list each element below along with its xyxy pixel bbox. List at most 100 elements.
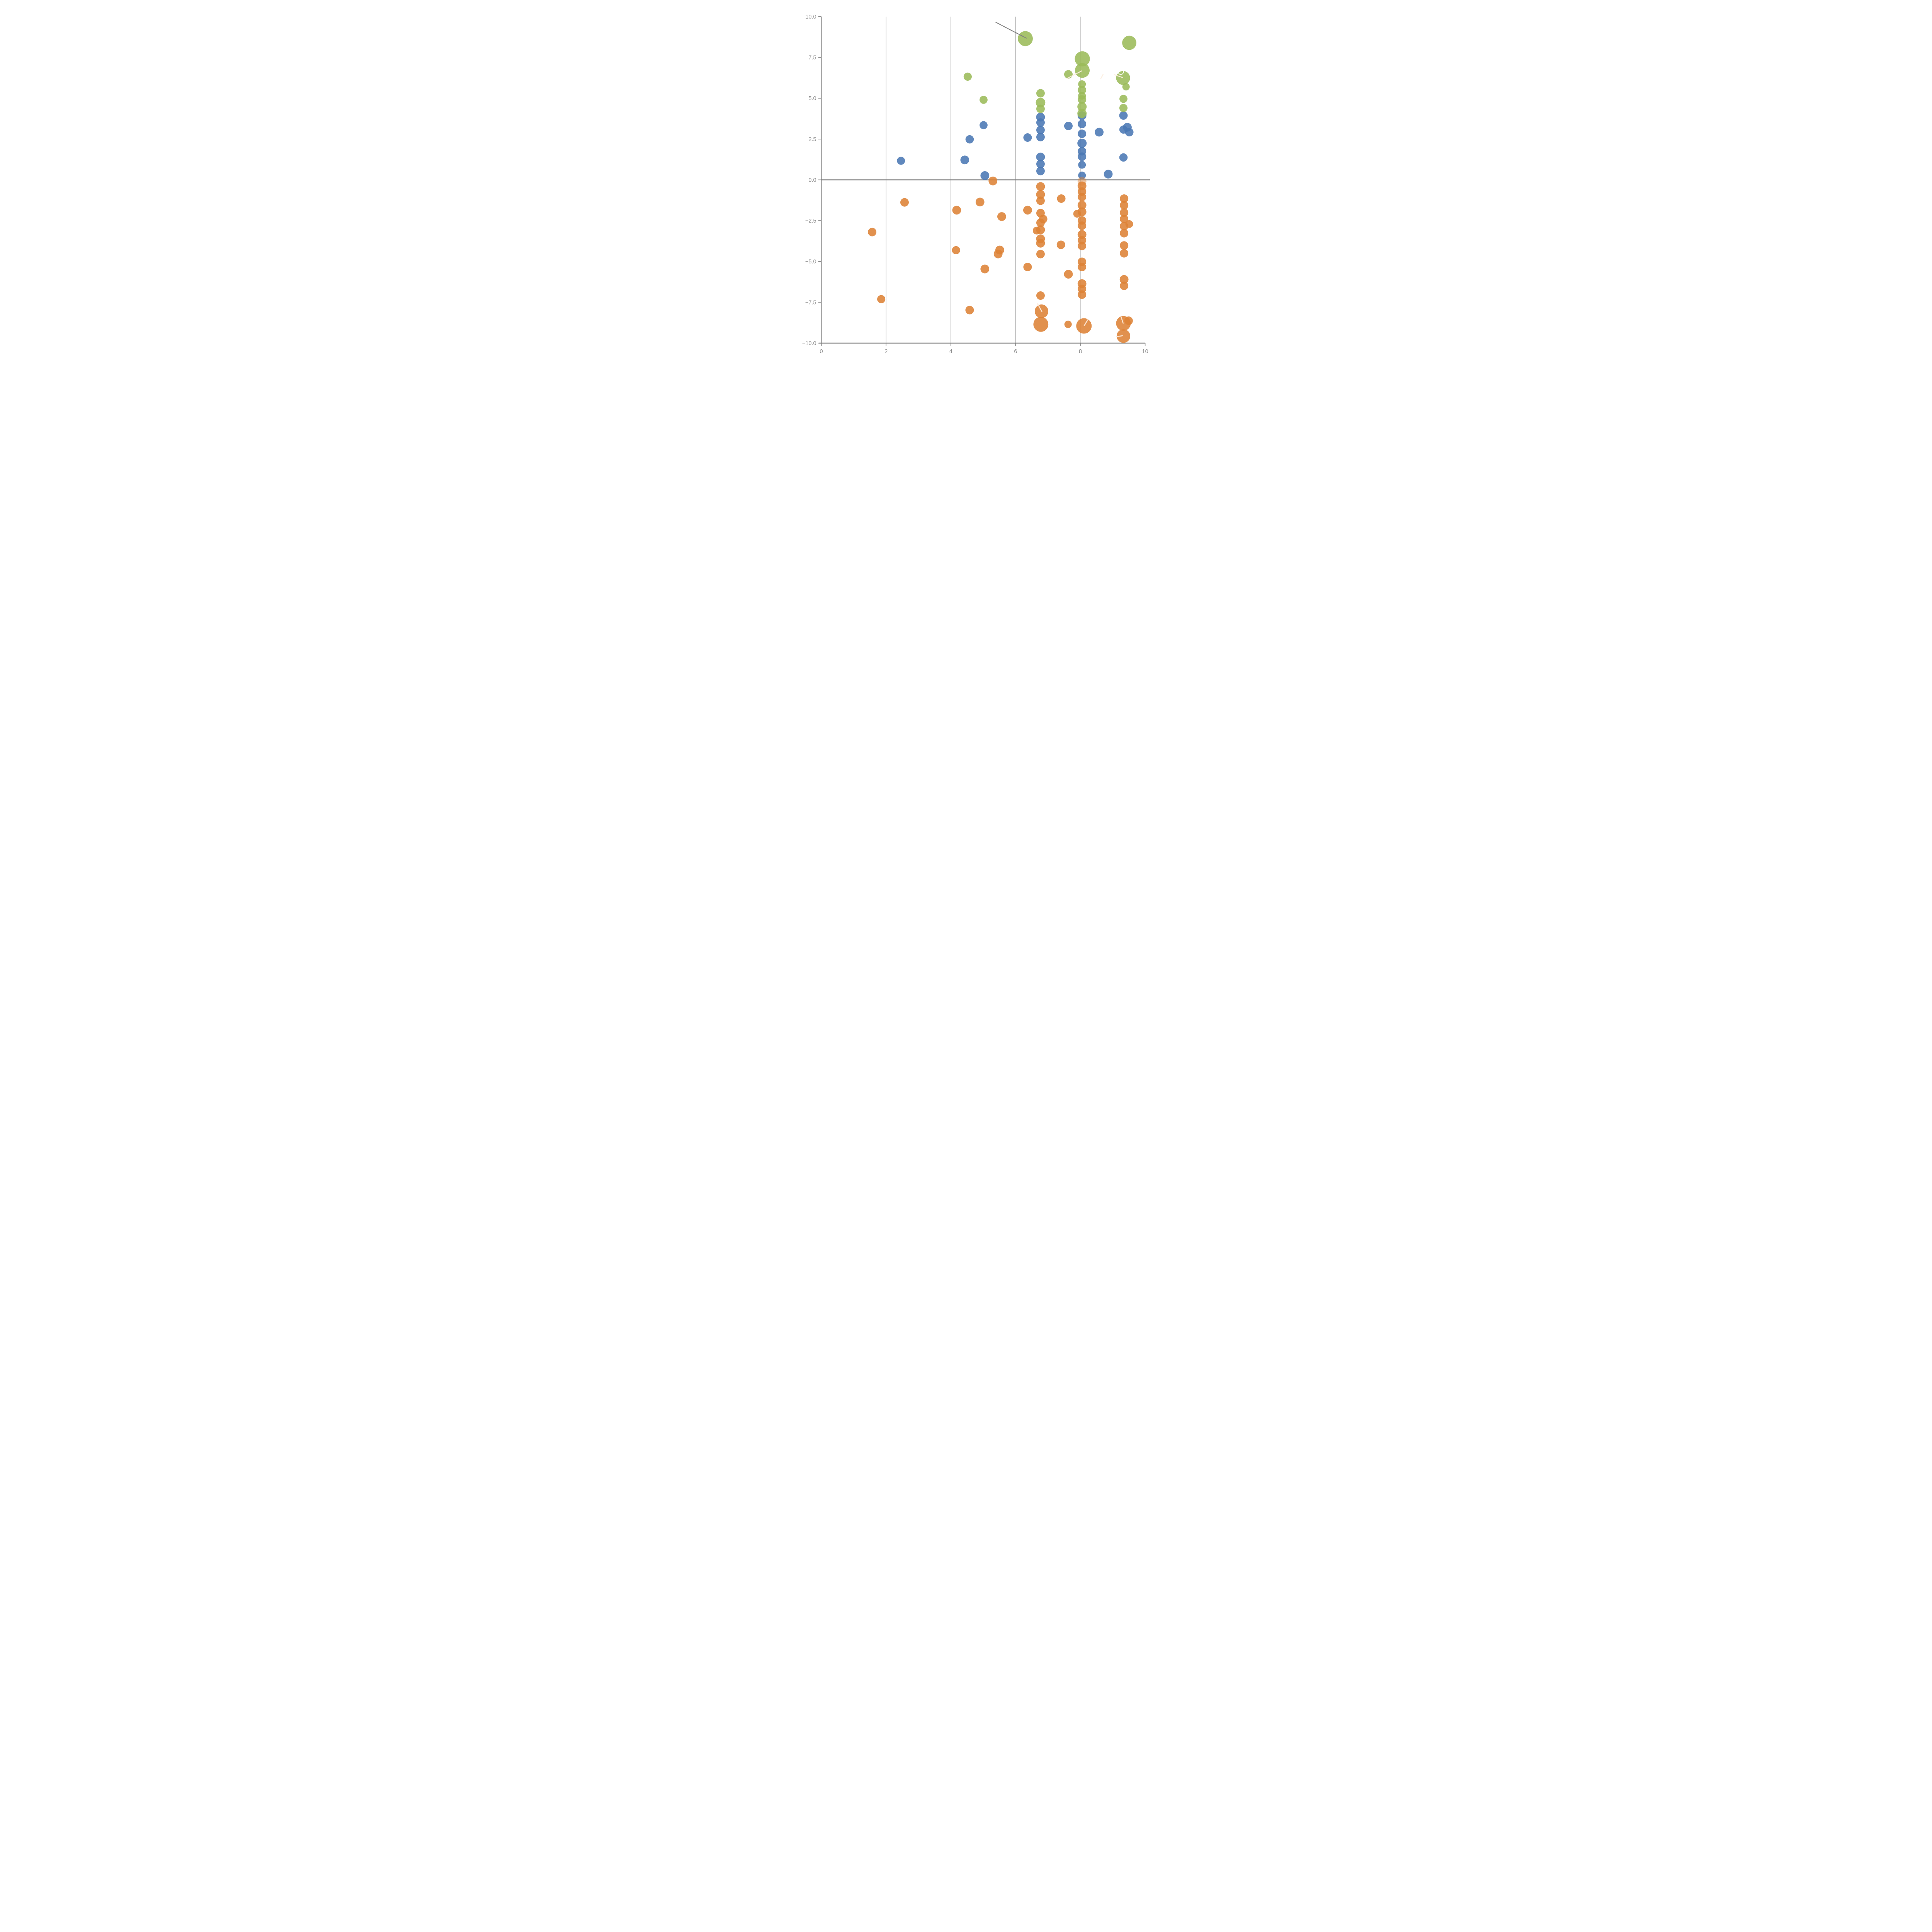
data-point-blue bbox=[1036, 118, 1045, 127]
data-point-orange bbox=[1057, 194, 1066, 203]
data-point-green bbox=[980, 95, 988, 104]
data-point-orange bbox=[1032, 226, 1041, 235]
data-point-blue bbox=[980, 121, 988, 129]
data-point-blue bbox=[1036, 167, 1045, 175]
data-point-blue bbox=[1095, 128, 1104, 137]
data-point-orange bbox=[1078, 290, 1087, 299]
data-point-green bbox=[1078, 86, 1087, 95]
data-point-blue bbox=[897, 156, 905, 165]
y-tick-label: 5.0 bbox=[808, 95, 816, 102]
data-point-green bbox=[963, 72, 972, 81]
annotation-leader-line-7 bbox=[1116, 335, 1123, 337]
data-point-blue bbox=[960, 155, 969, 165]
data-point-orange bbox=[868, 228, 877, 236]
data-point-orange bbox=[1125, 220, 1133, 228]
data-point-orange bbox=[1120, 194, 1129, 203]
data-point-orange bbox=[1064, 270, 1073, 279]
data-point-orange bbox=[1023, 263, 1032, 272]
y-tick-label: −2.5 bbox=[805, 218, 816, 224]
data-point-blue bbox=[965, 135, 974, 144]
data-point-green bbox=[1077, 102, 1087, 112]
data-point-green bbox=[1077, 109, 1087, 118]
data-point-orange bbox=[965, 306, 974, 315]
data-point-orange bbox=[1036, 182, 1045, 191]
annotation-leader-line-5 bbox=[1083, 319, 1088, 326]
data-point-orange bbox=[952, 246, 960, 255]
x-tick-label: 4 bbox=[949, 349, 952, 355]
data-point-orange bbox=[1120, 214, 1129, 223]
data-point-blue bbox=[1036, 126, 1045, 134]
y-tick-label: −5.0 bbox=[805, 259, 816, 265]
data-point-green bbox=[1122, 83, 1130, 91]
data-point-blue bbox=[1119, 111, 1128, 120]
data-point-blue bbox=[1078, 171, 1086, 179]
data-point-orange bbox=[1056, 240, 1065, 249]
data-point-orange bbox=[1120, 229, 1129, 238]
data-point-blue bbox=[1125, 128, 1134, 137]
data-point-orange bbox=[1120, 241, 1129, 250]
data-point-orange bbox=[1119, 275, 1129, 284]
data-point-blue bbox=[1077, 138, 1087, 148]
y-tick-label: 2.5 bbox=[808, 136, 816, 143]
data-point-orange bbox=[1120, 249, 1129, 258]
data-point-green bbox=[1018, 31, 1033, 46]
data-point-green bbox=[1036, 104, 1045, 113]
x-tick-label: 8 bbox=[1079, 349, 1082, 355]
data-point-orange bbox=[1023, 206, 1032, 215]
data-point-orange bbox=[1036, 238, 1045, 248]
data-point-green bbox=[1078, 95, 1087, 104]
data-point-green bbox=[1078, 80, 1086, 88]
data-point-orange bbox=[1064, 320, 1072, 328]
data-point-orange bbox=[988, 176, 998, 185]
data-point-orange bbox=[1036, 190, 1045, 199]
data-point-blue bbox=[1023, 133, 1032, 142]
data-point-orange bbox=[1036, 250, 1045, 259]
data-point-orange bbox=[995, 245, 1004, 255]
bubble-scatter-chart: 10.0 7.5 5.0 2.5 0.0 −2.5 −5.0 −7.5 −10.0 0 2 4 6 8 10… bbox=[773, 0, 1159, 386]
y-tick-label: −10.0 bbox=[802, 340, 816, 347]
y-tick-label: 7.5 bbox=[808, 55, 816, 61]
annotation-leader-line-6 bbox=[1121, 316, 1124, 324]
data-point-orange bbox=[952, 206, 961, 215]
data-point-orange bbox=[1078, 192, 1087, 201]
data-point-blue bbox=[1078, 129, 1087, 138]
annotation-leader-line-3 bbox=[1114, 74, 1123, 78]
data-point-orange bbox=[1078, 263, 1087, 272]
data-point-green bbox=[1036, 89, 1045, 98]
data-point-blue bbox=[1036, 160, 1045, 168]
data-point-orange bbox=[1078, 242, 1087, 250]
data-point-blue bbox=[1078, 119, 1087, 128]
data-point-orange bbox=[900, 198, 909, 207]
chart-page: 10.0 7.5 5.0 2.5 0.0 −2.5 −5.0 −7.5 −10.0 0 2 4 6 8 10… bbox=[773, 0, 1159, 386]
annotation-leader-line-4 bbox=[1037, 303, 1043, 312]
data-point-orange bbox=[1036, 196, 1045, 205]
data-point-blue bbox=[980, 171, 990, 180]
data-point-green bbox=[1036, 98, 1046, 107]
data-point-orange bbox=[1120, 208, 1129, 217]
annotation-text-o: O bbox=[1117, 67, 1124, 77]
y-tick-label: −7.5 bbox=[805, 299, 816, 306]
data-point-orange bbox=[1116, 329, 1131, 343]
x-tick-label: 10 bbox=[1142, 349, 1148, 355]
data-point-blue bbox=[1119, 153, 1128, 162]
data-point-green bbox=[1122, 36, 1136, 50]
data-point-orange bbox=[1077, 201, 1087, 210]
data-point-blue bbox=[1064, 121, 1073, 130]
data-point-orange bbox=[980, 264, 990, 274]
data-point-orange bbox=[975, 197, 985, 207]
data-point-blue bbox=[1036, 133, 1045, 141]
y-tick-label: 0.0 bbox=[808, 177, 816, 183]
data-point-blue bbox=[1078, 161, 1086, 169]
data-point-orange bbox=[1073, 210, 1081, 218]
annotation-leader-line-2 bbox=[1100, 74, 1104, 79]
data-point-orange bbox=[1033, 316, 1049, 332]
x-tick-label: 2 bbox=[884, 349, 888, 355]
data-point-orange bbox=[1120, 281, 1129, 290]
data-point-green bbox=[1119, 95, 1128, 103]
annotation-leader-line-1 bbox=[1067, 70, 1082, 79]
data-point-blue bbox=[1104, 170, 1113, 179]
data-point-green bbox=[1075, 51, 1090, 66]
data-point-orange bbox=[997, 212, 1006, 221]
data-point-orange bbox=[877, 295, 886, 303]
data-point-blue bbox=[1036, 152, 1045, 162]
